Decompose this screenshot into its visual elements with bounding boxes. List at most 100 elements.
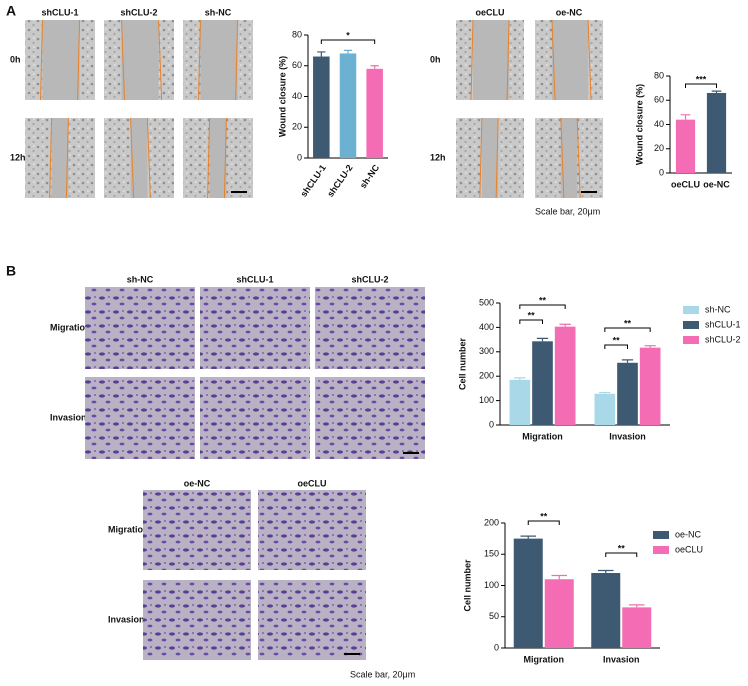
micrograph <box>85 377 195 459</box>
wound-gap <box>209 118 227 198</box>
micrograph <box>143 580 251 660</box>
row-label: 0h <box>10 54 21 64</box>
significance-label: ** <box>613 335 621 345</box>
legend-swatch <box>653 531 669 539</box>
significance-bracket <box>519 304 566 309</box>
error-bar <box>644 345 656 348</box>
wound-edge <box>49 117 53 199</box>
column-label: oeCLU <box>298 478 327 488</box>
y-tick-label: 60 <box>654 95 664 105</box>
wound-edge <box>560 117 565 199</box>
error-bar <box>514 377 526 380</box>
row-label: Migration <box>108 524 149 534</box>
legend-swatch <box>683 306 699 314</box>
bar <box>339 53 357 159</box>
y-tick-label: 20 <box>292 122 302 132</box>
wound-edge <box>130 117 135 199</box>
wound-edge <box>207 117 211 199</box>
error-bar <box>551 574 567 580</box>
wound-edge <box>506 19 510 101</box>
row-label: 12h <box>10 152 26 162</box>
column-label: oe-NC <box>184 478 211 488</box>
micrograph <box>258 490 366 570</box>
column-label: sh-NC <box>205 7 232 17</box>
column-label: oeCLU <box>476 7 505 17</box>
significance-bracket <box>604 344 628 349</box>
bar <box>544 579 574 648</box>
wound-gap <box>552 20 589 100</box>
legend-swatch <box>653 546 669 554</box>
y-tick-label: 40 <box>654 119 664 129</box>
row-label: Invasion <box>108 614 145 624</box>
wound-gap <box>560 118 578 198</box>
bar <box>509 379 531 425</box>
x-tick-label: Invasion <box>603 654 640 664</box>
column-label: sh-NC <box>127 274 154 284</box>
bar <box>591 573 621 648</box>
bar <box>594 393 616 425</box>
y-tick-label: 100 <box>484 580 499 590</box>
wound-edge <box>479 117 483 199</box>
row-label: 12h <box>430 152 446 162</box>
panel-label: B <box>6 263 16 279</box>
wound-edge <box>40 19 43 101</box>
bar <box>366 68 383 158</box>
x-tick-label: oe-NC <box>703 179 730 189</box>
error-bar <box>629 604 645 608</box>
row-label: Migration <box>50 322 91 332</box>
column-label: shCLU-1 <box>236 274 273 284</box>
legend-label: sh-NC <box>705 304 731 314</box>
significance-bracket <box>320 39 376 44</box>
x-tick-label: shCLU-2 <box>325 163 354 199</box>
wound-gap <box>51 118 69 198</box>
micrograph <box>258 580 366 660</box>
row-label: Invasion <box>50 412 87 422</box>
error-bar <box>317 51 326 57</box>
y-axis-label: Cell number <box>462 559 472 612</box>
y-tick-label: 0 <box>659 167 664 177</box>
bar <box>639 347 661 425</box>
y-tick-label: 80 <box>292 29 302 39</box>
error-bar <box>520 535 536 539</box>
y-tick-label: 0 <box>297 152 302 162</box>
micrograph <box>143 490 251 570</box>
significance-bracket <box>685 83 717 88</box>
significance-bracket <box>527 520 560 525</box>
error-bar <box>680 114 691 120</box>
wound-gap <box>473 20 510 100</box>
significance-bracket <box>605 552 638 557</box>
legend-label: oe-NC <box>675 529 702 539</box>
wound-edge <box>65 117 69 199</box>
significance-label: ** <box>528 310 536 320</box>
micrograph <box>315 377 425 459</box>
wound-edge <box>223 117 227 199</box>
wound-edge <box>470 19 474 101</box>
bar <box>706 92 727 173</box>
bar <box>513 538 543 648</box>
column-label: shCLU-1 <box>41 7 78 17</box>
wound-edge <box>146 117 151 199</box>
x-tick-label: Invasion <box>609 431 646 441</box>
error-bar <box>621 359 634 363</box>
micrograph <box>85 287 195 369</box>
significance-bracket <box>604 327 651 332</box>
y-tick-label: 0 <box>494 642 499 652</box>
x-tick-label: oeCLU <box>671 179 700 189</box>
wound-gap <box>481 118 499 198</box>
error-bar <box>711 90 722 93</box>
significance-label: *** <box>696 74 707 84</box>
wound-edge <box>587 19 592 101</box>
wound-edge <box>121 19 125 101</box>
x-tick-label: shCLU-1 <box>298 163 327 199</box>
panel-label: A <box>6 3 16 19</box>
error-bar <box>370 65 379 69</box>
legend-swatch <box>683 321 699 329</box>
y-tick-label: 80 <box>654 70 664 80</box>
wound-edge <box>158 19 163 101</box>
error-bar <box>536 337 549 342</box>
y-axis-label: Wound closure (%) <box>277 56 287 137</box>
wound-edge <box>198 19 201 101</box>
scale-note: Scale bar, 20μm <box>535 206 600 216</box>
significance-label: ** <box>618 543 626 553</box>
